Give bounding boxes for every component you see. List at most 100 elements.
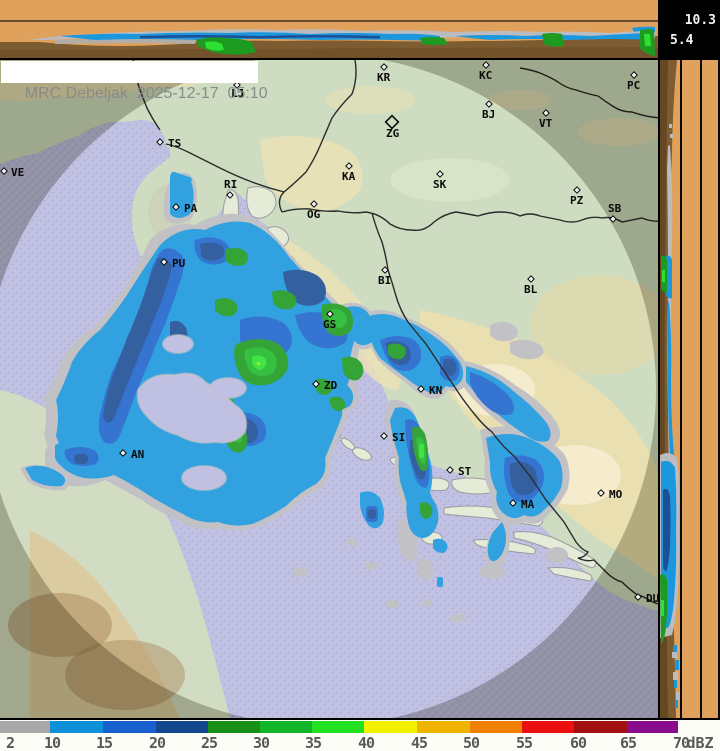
dbz-scale-labels: dBZ 2 10 15 20 25 30 35 40 45 50 55 60 65 70 [0,734,720,751]
station-pa: PA [172,202,198,215]
station-label: KR [377,71,391,84]
station-marker-icon [436,170,444,178]
station-marker-icon [527,275,535,283]
aux-value-panel: 10.3 5.4 [658,0,720,58]
station-label: ZD [324,379,338,392]
station-marker-icon [380,432,388,440]
station-marker-icon [156,138,164,146]
station-sk: SK [433,170,447,191]
echo-green-3 [542,33,564,47]
station-pc: PC [627,71,640,92]
scale-segment-10 [50,721,103,733]
station-label: SK [433,178,447,191]
station-label: AN [131,448,144,461]
station-ri: RI [224,178,237,199]
station-gs: GS [323,310,336,331]
station-st: ST [446,465,472,478]
aux-side-value: 5.4 [670,33,694,48]
scale-tick-65: 65 [619,734,637,751]
station-marker-icon [160,258,168,266]
station-label: BJ [482,108,495,121]
scale-segment-65 [627,721,678,733]
strip-divider-2 [700,60,702,718]
scale-tick-25: 25 [200,734,218,751]
station-marker-icon [0,167,8,175]
station-marker-icon [609,215,617,223]
scale-tick-10: 10 [43,734,61,751]
scale-tick-20: 20 [148,734,166,751]
station-ka: KA [342,162,356,183]
strip-divider-1 [680,60,682,718]
station-marker-icon [573,186,581,194]
station-kc: KC [479,61,492,82]
station-label: KC [479,69,492,82]
station-sb: SB [608,202,622,223]
borders [132,60,658,605]
scale-segment-25 [208,721,260,733]
station-pu: PU [160,257,186,270]
station-label: KA [342,170,356,183]
station-vt: VT [539,109,553,130]
station-og: OG [307,200,321,221]
dbz-unit-label: dBZ [686,734,714,751]
scale-tick-2: 2 [6,734,15,751]
radar-range-outer-shade [0,60,658,718]
dbz-scale-bar [0,721,720,733]
station-marker-icon [482,61,490,69]
station-ma: MA [509,498,535,511]
terrain-profile-shade [0,47,658,58]
station-marker-icon [380,63,388,71]
scale-tick-15: 15 [95,734,113,751]
scale-tick-40: 40 [357,734,375,751]
scale-segment-30 [260,721,312,733]
scale-segment-50 [470,721,522,733]
scale-tick-70: 70 [672,734,690,751]
station-marker-icon [226,191,234,199]
station-ve: VE [0,166,24,179]
station-pz: PZ [570,186,584,207]
scale-tick-45: 45 [410,734,428,751]
station-label: DU [646,592,658,605]
station-label: MO [609,488,623,501]
dbz-scale: dBZ 2 10 15 20 25 30 35 40 45 50 55 60 65 70 [0,720,720,751]
echo-green-core-1 [205,41,224,51]
station-marker-icon [310,200,318,208]
station-du: DU [634,592,658,605]
scale-segment-15 [103,721,156,733]
scale-segment-20 [156,721,208,733]
station-zg: ZG [384,114,400,140]
station-label: OG [307,208,321,221]
station-bl: BL [524,275,538,296]
station-marker-icon [384,114,400,130]
station-label: GS [323,318,336,331]
scale-tick-55: 55 [515,734,533,751]
station-marker-icon [634,593,642,601]
echo-navy-line [140,35,380,39]
station-label: PA [184,202,198,215]
echo-layer [20,171,570,622]
station-label: LJ [231,87,244,100]
scale-segment-45 [417,721,470,733]
station-label: ZG [386,127,400,140]
station-label: PC [627,79,640,92]
title-bar: MRC Debeljak 2025-12-17 05:10 [1,61,268,102]
echo-max-core [257,362,260,365]
scale-tick-35: 35 [304,734,322,751]
right-cross-section [660,60,720,718]
station-zd: ZD [312,379,338,392]
station-bi: BI [378,266,391,287]
station-layer: LJ KR KC PC ZG BJ VT VE TS RI PA KA SK OG PZ SB PU BI BL GS… [0,61,658,605]
top-cross-section [0,0,658,58]
scale-tick-30: 30 [252,734,270,751]
station-label: RI [224,178,237,191]
station-label: PZ [570,194,584,207]
station-label: TS [168,137,181,150]
station-marker-icon [485,100,493,108]
radar-range-inner [0,60,656,718]
station-label: KN [429,384,442,397]
station-label: BL [524,283,538,296]
aux-top-value: 10.3 [684,13,716,28]
station-marker-icon [446,466,454,474]
echo-green-2 [420,37,448,45]
